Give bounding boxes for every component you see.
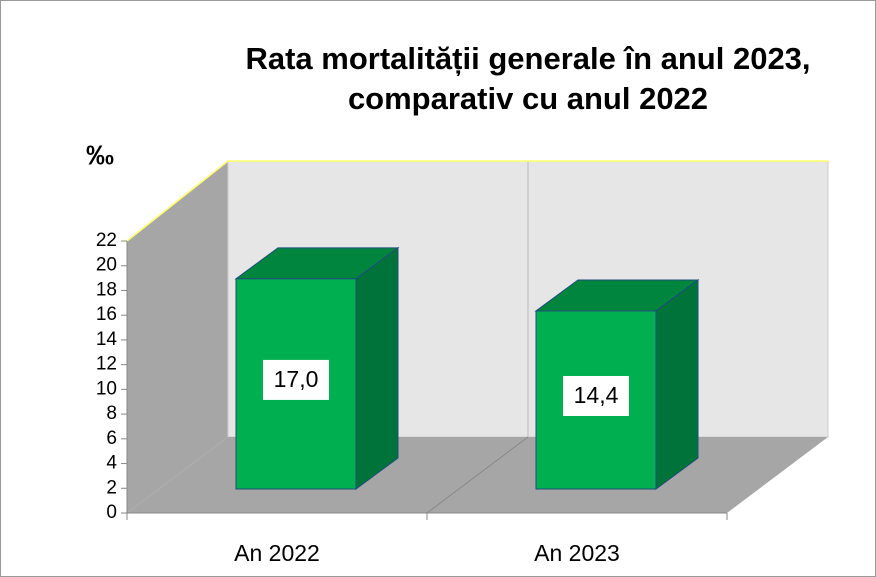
y-tick-label: 18 <box>96 279 117 300</box>
wall-edge <box>126 160 828 242</box>
y-tick-label: 16 <box>96 304 117 325</box>
y-tick-label: 0 <box>106 502 117 523</box>
data-label-box <box>263 359 329 400</box>
y-tick-label: 14 <box>96 329 118 350</box>
y-tick-label: 22 <box>96 230 117 251</box>
y-tick-label: 8 <box>106 403 117 424</box>
data-label-box <box>563 375 629 416</box>
y-tick-label: 12 <box>96 354 117 375</box>
y-tick-label: 4 <box>106 453 117 474</box>
x-tick-label: An 2023 <box>534 540 620 566</box>
bar-side <box>655 278 699 490</box>
y-tick-label: 2 <box>106 477 117 498</box>
x-tick-label: An 2022 <box>234 540 320 566</box>
floor-divider <box>426 436 529 514</box>
bar-side <box>355 246 399 490</box>
side-wall <box>127 161 228 513</box>
chart-title: comparativ cu anul 2022 <box>348 81 708 116</box>
data-label: 17,0 <box>274 366 319 392</box>
chart-title: Rata mortalității generale în anul 2023, <box>245 41 810 76</box>
data-label: 14,4 <box>574 382 619 408</box>
y-axis-label: ‰ <box>86 139 114 170</box>
y-tick-label: 10 <box>96 378 117 399</box>
y-tick-label: 6 <box>106 428 117 449</box>
y-tick-label: 20 <box>96 255 117 276</box>
